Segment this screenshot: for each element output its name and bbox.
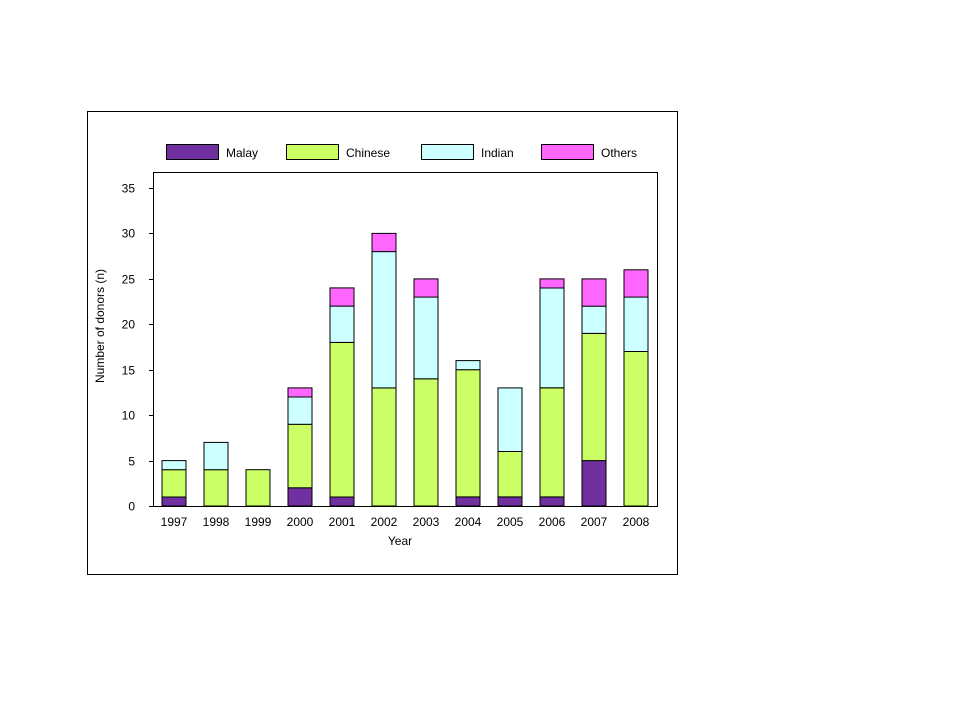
bar-segment-indian <box>413 296 439 380</box>
x-tick-label: 2003 <box>413 515 440 529</box>
bar-segment-chinese <box>161 469 187 498</box>
bar-segment-others <box>581 278 607 307</box>
bar-segment-chinese <box>581 332 607 462</box>
legend-swatch-indian <box>421 144 474 160</box>
bar-segment-malay <box>161 496 187 507</box>
bar-segment-chinese <box>539 387 565 498</box>
bar-segment-malay <box>497 496 523 507</box>
x-tick-label: 2002 <box>371 515 398 529</box>
bar-segment-others <box>371 232 397 253</box>
x-tick-label: 2006 <box>539 515 566 529</box>
x-tick-label: 1998 <box>203 515 230 529</box>
bar-segment-others <box>329 287 355 307</box>
bar-segment-chinese <box>371 387 397 507</box>
y-tick-label: 35 <box>122 182 136 196</box>
bar-segment-chinese <box>623 351 649 507</box>
bar-segment-indian <box>329 305 355 343</box>
bar-segment-chinese <box>455 369 481 498</box>
bar-segment-chinese <box>203 469 229 507</box>
x-axis-title: Year <box>388 534 412 548</box>
legend-label-malay: Malay <box>226 146 258 160</box>
y-tick-label: 15 <box>122 364 136 378</box>
bar-segment-malay <box>539 496 565 507</box>
bar-segment-indian <box>581 305 607 334</box>
bar-segment-others <box>623 269 649 298</box>
legend-swatch-chinese <box>286 144 339 160</box>
legend-swatch-others <box>541 144 594 160</box>
x-axis: 1997 1998 1999 2000 2001 2002 2003 2004 2005 2006… <box>161 515 650 529</box>
bar-segment-indian <box>203 441 229 471</box>
y-tick-label: 0 <box>128 500 135 514</box>
y-tick-label: 30 <box>122 227 136 241</box>
legend-label-chinese: Chinese <box>346 146 390 160</box>
y-tick-label: 20 <box>122 318 136 332</box>
x-tick-label: 2007 <box>581 515 608 529</box>
bar-segment-others <box>287 387 313 398</box>
y-tick-label: 5 <box>128 455 135 469</box>
x-tick-label: 2005 <box>497 515 524 529</box>
bar-segment-chinese <box>497 451 523 498</box>
y-axis-title: Number of donors (n) <box>93 269 107 383</box>
bars <box>161 232 649 507</box>
bar-segment-indian <box>497 387 523 452</box>
bar-segment-indian <box>623 296 649 352</box>
y-tick-label: 25 <box>122 273 136 287</box>
bar-segment-indian <box>539 287 565 389</box>
bar-segment-malay <box>329 496 355 507</box>
x-tick-label: 1997 <box>161 515 188 529</box>
bar-segment-malay <box>581 460 607 507</box>
x-tick-label: 1999 <box>245 515 272 529</box>
bar-segment-indian <box>455 360 481 371</box>
x-tick-label: 2001 <box>329 515 356 529</box>
y-axis: 0 5 10 15 20 25 30 35 <box>122 182 153 514</box>
bar-segment-chinese <box>245 469 271 507</box>
legend-label-indian: Indian <box>481 146 514 160</box>
bar-segment-indian <box>371 251 397 389</box>
bar-segment-chinese <box>413 378 439 507</box>
bar-segment-indian <box>161 460 187 471</box>
legend-label-others: Others <box>601 146 637 160</box>
bar-segment-chinese <box>329 342 355 498</box>
x-tick-label: 2004 <box>455 515 482 529</box>
bar-segment-malay <box>287 487 313 507</box>
y-tick-label: 10 <box>122 409 136 423</box>
legend: Malay Chinese Indian Others <box>166 144 637 160</box>
legend-swatch-malay <box>166 144 219 160</box>
bar-segment-others <box>539 278 565 289</box>
bar-segment-indian <box>287 396 313 425</box>
bar-segment-chinese <box>287 423 313 489</box>
bar-segment-malay <box>455 496 481 507</box>
plot-area <box>153 172 658 507</box>
bar-segment-others <box>413 278 439 298</box>
x-tick-label: 2000 <box>287 515 314 529</box>
x-tick-label: 2008 <box>623 515 650 529</box>
